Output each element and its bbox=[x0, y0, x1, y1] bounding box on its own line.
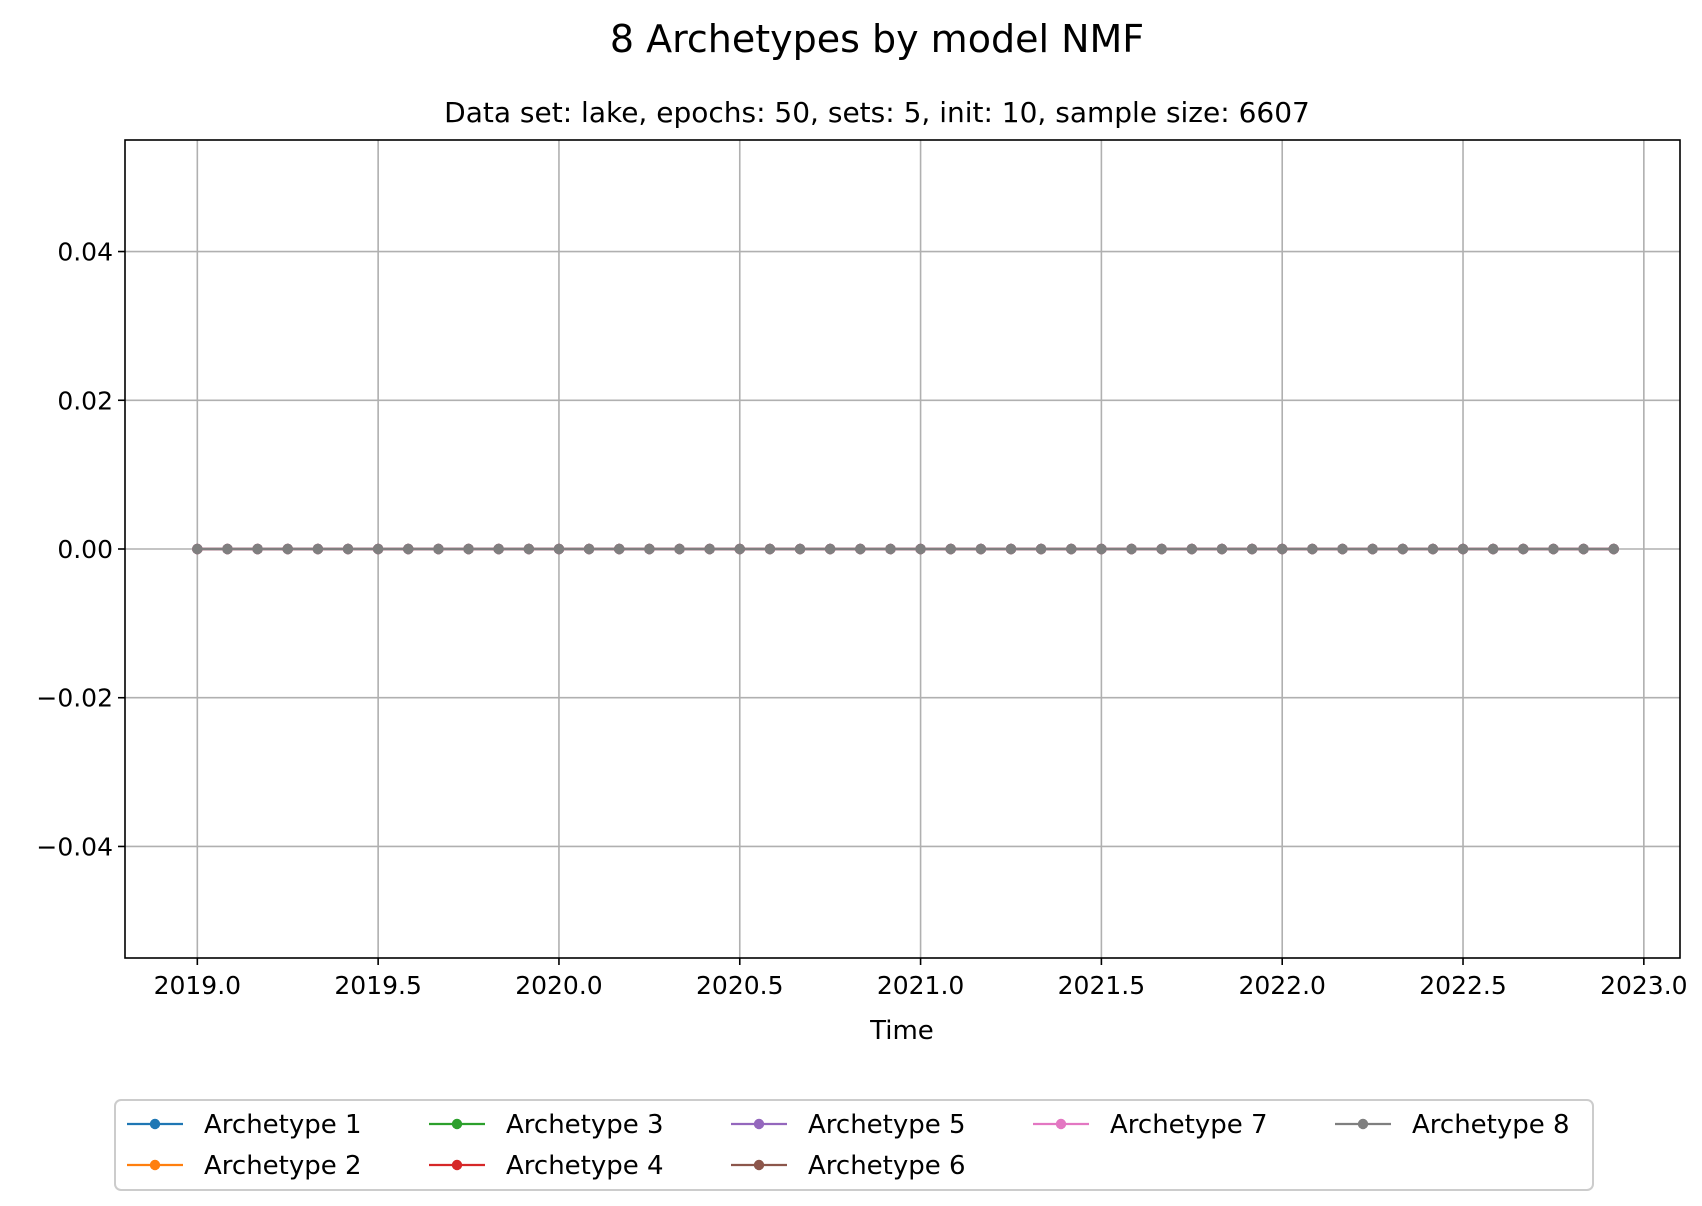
data-point bbox=[1548, 543, 1559, 555]
y-tick-label: 0.02 bbox=[57, 386, 113, 415]
data-point bbox=[523, 543, 535, 555]
y-tick-label: 0.04 bbox=[57, 238, 113, 267]
data-point bbox=[674, 543, 685, 555]
data-point bbox=[1216, 543, 1228, 555]
y-tick-label: −0.02 bbox=[36, 684, 113, 713]
legend-box bbox=[114, 1099, 1594, 1191]
data-point bbox=[493, 543, 504, 555]
chart-title: 8 Archetypes by model NMF bbox=[610, 17, 1144, 61]
legend: Archetype 1 Archetype 2 Archetype 3 Archety… bbox=[127, 1110, 1570, 1181]
data-point bbox=[885, 543, 896, 555]
data-point bbox=[252, 543, 263, 555]
data-point bbox=[282, 543, 293, 555]
data-point bbox=[1608, 543, 1619, 555]
data-point bbox=[372, 543, 384, 555]
legend-label: Archetype 6 bbox=[808, 1151, 966, 1181]
data-point bbox=[764, 543, 776, 555]
legend-marker bbox=[451, 1118, 463, 1130]
data-point bbox=[222, 543, 233, 555]
legend-label: Archetype 4 bbox=[506, 1151, 664, 1181]
data-point bbox=[734, 543, 745, 555]
legend-entry: Archetype 4 bbox=[429, 1151, 664, 1181]
data-point bbox=[1457, 543, 1469, 555]
data-point bbox=[342, 543, 354, 555]
legend-label: Archetype 2 bbox=[204, 1151, 362, 1181]
data-point bbox=[1397, 543, 1408, 555]
data-point bbox=[915, 543, 926, 555]
data-point bbox=[1307, 543, 1318, 555]
legend-marker bbox=[149, 1118, 161, 1130]
data-point bbox=[855, 543, 866, 555]
data-point bbox=[824, 543, 836, 555]
x-tick-label: 2020.0 bbox=[515, 971, 602, 1000]
x-tick-label: 2020.5 bbox=[696, 971, 783, 1000]
data-point bbox=[1518, 543, 1529, 555]
legend-entry: Archetype 7 bbox=[1033, 1110, 1268, 1140]
data-point bbox=[1005, 543, 1017, 555]
legend-label: Archetype 5 bbox=[808, 1110, 966, 1140]
y-tick-label: 0.00 bbox=[57, 535, 113, 564]
x-axis-ticks: 2019.0 2019.5 2020.0 2020.5 2021.0 2021.5 2022… bbox=[154, 958, 1688, 1000]
x-tick-label: 2019.0 bbox=[154, 971, 241, 1000]
x-tick-label: 2023.0 bbox=[1600, 971, 1687, 1000]
data-point bbox=[553, 543, 565, 555]
legend-entry: Archetype 2 bbox=[127, 1151, 362, 1181]
legend-entry: Archetype 5 bbox=[731, 1110, 966, 1140]
x-tick-label: 2021.0 bbox=[877, 971, 964, 1000]
data-point bbox=[1427, 543, 1439, 555]
data-point bbox=[1096, 543, 1107, 555]
legend-entry: Archetype 8 bbox=[1335, 1110, 1570, 1140]
data-point bbox=[975, 543, 987, 555]
legend-entry: Archetype 3 bbox=[429, 1110, 664, 1140]
data-point bbox=[1066, 543, 1077, 555]
x-tick-label: 2022.0 bbox=[1238, 971, 1325, 1000]
legend-marker bbox=[753, 1159, 765, 1171]
legend-label: Archetype 1 bbox=[204, 1110, 362, 1140]
data-point bbox=[433, 543, 444, 555]
data-point bbox=[945, 543, 956, 555]
legend-label: Archetype 7 bbox=[1110, 1110, 1268, 1140]
data-point bbox=[1578, 543, 1589, 555]
legend-marker bbox=[1055, 1118, 1067, 1130]
data-point bbox=[312, 543, 324, 555]
legend-label: Archetype 8 bbox=[1412, 1110, 1570, 1140]
data-point bbox=[1126, 543, 1137, 555]
data-point bbox=[583, 543, 595, 555]
data-point bbox=[1277, 543, 1288, 555]
data-point bbox=[1035, 543, 1047, 555]
data-point bbox=[1367, 543, 1378, 555]
legend-entry: Archetype 1 bbox=[127, 1110, 362, 1140]
x-tick-label: 2022.5 bbox=[1419, 971, 1506, 1000]
data-point bbox=[644, 543, 655, 555]
x-tick-label: 2019.5 bbox=[334, 971, 421, 1000]
x-tick-label: 2021.5 bbox=[1058, 971, 1145, 1000]
legend-marker bbox=[451, 1159, 463, 1171]
legend-marker bbox=[753, 1118, 765, 1130]
data-point bbox=[1156, 543, 1167, 555]
legend-entry: Archetype 6 bbox=[731, 1151, 966, 1181]
data-point bbox=[1186, 543, 1198, 555]
data-point bbox=[1337, 543, 1348, 555]
data-point bbox=[1246, 543, 1258, 555]
data-point bbox=[794, 543, 806, 555]
y-axis-ticks: 0.04 0.02 0.00 −0.02 −0.04 bbox=[36, 238, 125, 861]
data-point bbox=[1487, 543, 1499, 555]
data-point bbox=[192, 543, 203, 555]
legend-label: Archetype 3 bbox=[506, 1110, 664, 1140]
data-point bbox=[614, 543, 625, 555]
data-point bbox=[403, 543, 414, 555]
legend-marker bbox=[1357, 1118, 1369, 1130]
y-tick-label: −0.04 bbox=[36, 832, 113, 861]
legend-marker bbox=[149, 1159, 161, 1171]
data-point bbox=[463, 543, 474, 555]
series-archetype-8 bbox=[192, 543, 1619, 555]
data-point bbox=[704, 543, 715, 555]
chart-subtitle: Data set: lake, epochs: 50, sets: 5, ini… bbox=[444, 96, 1310, 129]
x-axis-label: Time bbox=[869, 1016, 934, 1046]
series-lines bbox=[192, 543, 1619, 555]
